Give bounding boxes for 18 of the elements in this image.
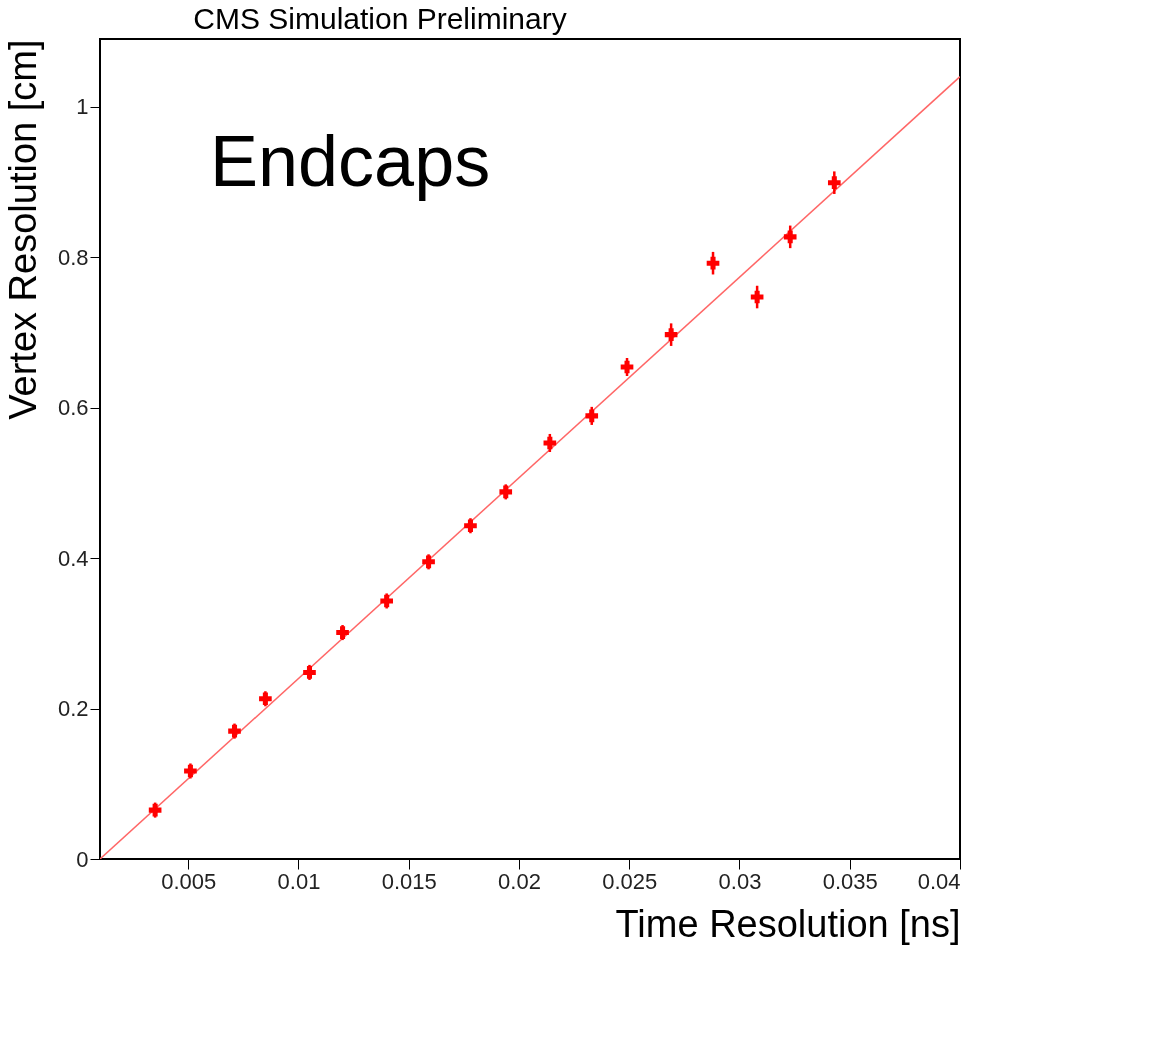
x-tick-label: 0.03 [718,868,762,894]
y-tick-label: 0.4 [57,545,89,571]
x-tick-label: 0.035 [822,868,878,894]
x-tick-label: 0.02 [498,868,541,894]
y-tick-label: 1 [76,94,89,120]
y-tick-label: 0 [76,846,89,872]
x-tick-label: 0.005 [161,868,217,894]
chart-title: CMS Simulation Preliminary [193,2,567,35]
y-axis-title: Vertex Resolution [cm] [1,39,44,420]
y-tick-label: 0.8 [57,244,89,270]
x-tick-label: 0.04 [917,868,961,894]
x-tick-label: 0.025 [602,868,658,894]
annotation: Endcaps [210,121,491,201]
y-tick-label: 0.2 [57,696,89,722]
x-tick-label: 0.01 [277,868,321,894]
x-tick-label: 0.015 [381,868,437,894]
x-axis-title: Time Resolution [ns] [615,902,961,945]
y-tick-label: 0.6 [57,395,89,421]
